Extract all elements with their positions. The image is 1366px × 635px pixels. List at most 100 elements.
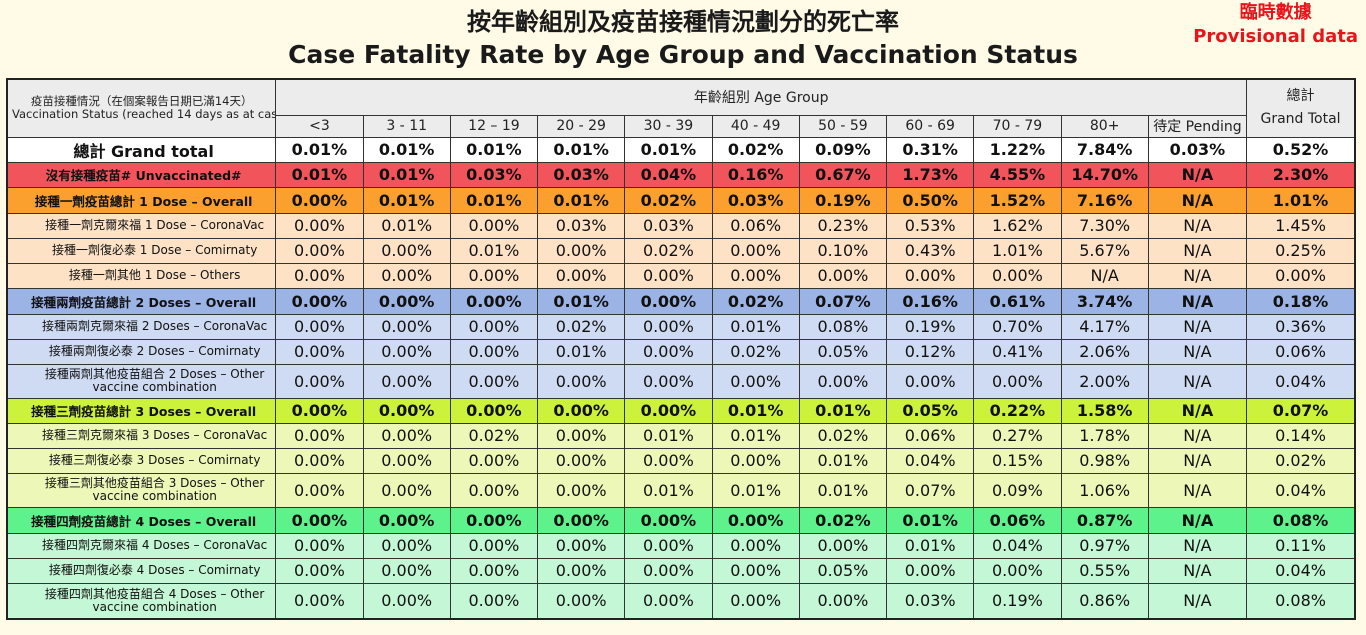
rate-cell: 0.19%: [798, 186, 888, 214]
grand-total-cell: 0.04%: [1246, 557, 1356, 584]
grand-total-cell: 0.04%: [1246, 363, 1356, 399]
grand-total-cell: 0.04%: [1246, 472, 1356, 508]
rate-cell: 0.05%: [886, 397, 975, 424]
rate-cell: 0.53%: [886, 212, 975, 239]
rate-cell: 0.00%: [711, 506, 800, 534]
rate-cell: N/A: [1147, 506, 1248, 534]
rate-cell: 0.02%: [711, 287, 800, 315]
rate-cell: 0.00%: [449, 363, 539, 399]
rate-cell: 0.00%: [973, 262, 1062, 289]
rate-cell: 0.06%: [711, 212, 800, 239]
rate-cell: 0.03%: [886, 582, 975, 620]
age-column-header: 3 - 11: [362, 114, 451, 138]
rate-cell: 0.01%: [886, 506, 975, 534]
rate-cell: 0.01%: [798, 397, 888, 424]
row-label: 接種四劑克爾來福 4 Doses – CoronaVac: [6, 532, 277, 559]
rate-cell: N/A: [1147, 161, 1248, 188]
rate-cell: 0.00%: [362, 313, 451, 340]
row-label: 沒有接種疫苗# Unvaccinated#: [6, 161, 277, 188]
rate-cell: 0.00%: [624, 262, 713, 289]
rate-cell: 0.19%: [973, 582, 1062, 620]
rate-cell: N/A: [1147, 212, 1248, 239]
rate-cell: 0.00%: [449, 447, 539, 474]
table-row: 接種三劑疫苗總計 3 Doses – Overall 0.00% 0.00% 0.00…: [6, 397, 1356, 424]
rate-cell: 0.01%: [449, 186, 539, 214]
rate-cell: 1.58%: [1060, 397, 1149, 424]
rate-cell: 0.00%: [711, 237, 800, 264]
rate-cell: 0.00%: [798, 582, 888, 620]
rate-cell: 0.01%: [798, 472, 888, 508]
rate-cell: 1.62%: [973, 212, 1062, 239]
rate-cell: 0.00%: [362, 287, 451, 315]
rate-cell: 0.00%: [798, 532, 888, 559]
rate-cell: 0.01%: [362, 212, 451, 239]
rate-cell: 0.00%: [362, 447, 451, 474]
rate-cell: 0.02%: [537, 313, 626, 340]
rate-cell: 0.00%: [537, 532, 626, 559]
row-label: 接種一劑克爾來福 1 Dose – CoronaVac: [6, 212, 277, 239]
row-label: 接種四劑其他疫苗組合 4 Doses – Other vaccine combi…: [6, 582, 277, 620]
rate-cell: 0.03%: [449, 161, 539, 188]
rate-cell: 7.84%: [1060, 136, 1149, 163]
table-row: 接種四劑克爾來福 4 Doses – CoronaVac 0.00% 0.00% 0.…: [6, 532, 1356, 559]
rate-cell: 0.00%: [275, 422, 364, 449]
rate-cell: 0.00%: [449, 582, 539, 620]
rate-cell: 0.00%: [624, 338, 713, 365]
rate-cell: 0.00%: [275, 287, 364, 315]
rate-cell: 0.00%: [711, 557, 800, 584]
status-header-english: Vaccination Status (reached 14 days as a…: [12, 107, 275, 122]
rate-cell: 0.98%: [1060, 447, 1149, 474]
rate-cell: 0.00%: [275, 313, 364, 340]
rate-cell: N/A: [1147, 186, 1248, 214]
provisional-label: 臨時數據 Provisional data: [1193, 2, 1358, 50]
rate-cell: 0.00%: [449, 262, 539, 289]
rate-cell: 1.52%: [973, 186, 1062, 214]
rate-cell: 0.00%: [886, 363, 975, 399]
rate-cell: 0.00%: [624, 447, 713, 474]
grand-total-cell: 0.52%: [1246, 136, 1356, 163]
rate-cell: 0.16%: [886, 287, 975, 315]
grand-total-header-chinese: 總計: [1286, 88, 1315, 105]
rate-cell: 0.31%: [886, 136, 975, 163]
rate-cell: 1.22%: [973, 136, 1062, 163]
row-label: 總計 Grand total: [6, 136, 277, 163]
grand-total-cell: 0.36%: [1246, 313, 1356, 340]
grand-total-cell: 0.08%: [1246, 582, 1356, 620]
age-column-header: 60 - 69: [886, 114, 975, 138]
grand-total-cell: 0.07%: [1246, 397, 1356, 424]
row-label: 接種一劑復必泰 1 Dose – Comirnaty: [6, 237, 277, 264]
table-row: 接種兩劑其他疫苗組合 2 Doses – Other vaccine combi…: [6, 363, 1356, 399]
rate-cell: 0.43%: [886, 237, 975, 264]
rate-cell: 0.19%: [886, 313, 975, 340]
rate-cell: N/A: [1147, 397, 1248, 424]
rate-cell: 0.01%: [624, 472, 713, 508]
rate-cell: 14.70%: [1060, 161, 1149, 188]
rate-cell: N/A: [1147, 447, 1248, 474]
table-row: 接種三劑克爾來福 3 Doses – CoronaVac 0.00% 0.00% 0.…: [6, 422, 1356, 449]
row-label: 接種兩劑疫苗總計 2 Doses – Overall: [6, 287, 277, 315]
rate-cell: 0.00%: [711, 582, 800, 620]
grand-total-cell: 0.00%: [1246, 262, 1356, 289]
grand-total-cell: 1.45%: [1246, 212, 1356, 239]
rate-cell: 0.00%: [537, 447, 626, 474]
rate-cell: 0.00%: [624, 582, 713, 620]
rate-cell: 0.03%: [711, 186, 800, 214]
rate-cell: 0.02%: [711, 136, 800, 163]
rate-cell: 1.01%: [973, 237, 1062, 264]
provisional-chinese: 臨時數據: [1239, 2, 1312, 23]
rate-cell: 0.00%: [449, 472, 539, 508]
rate-cell: 0.00%: [537, 237, 626, 264]
table-row: 接種兩劑復必泰 2 Doses – Comirnaty 0.00% 0.00% 0.0…: [6, 338, 1356, 365]
rate-cell: 0.00%: [275, 506, 364, 534]
row-label: 接種兩劑克爾來福 2 Doses – CoronaVac: [6, 313, 277, 340]
rate-cell: 0.03%: [537, 212, 626, 239]
rate-cell: 0.00%: [798, 363, 888, 399]
rate-cell: 0.00%: [362, 472, 451, 508]
rate-cell: 0.00%: [275, 447, 364, 474]
rate-cell: 0.00%: [886, 262, 975, 289]
rate-cell: 0.12%: [886, 338, 975, 365]
table-row: 接種四劑其他疫苗組合 4 Doses – Other vaccine combi…: [6, 582, 1356, 620]
rate-cell: 0.00%: [362, 338, 451, 365]
rate-cell: 0.04%: [886, 447, 975, 474]
rate-cell: 0.00%: [798, 262, 888, 289]
